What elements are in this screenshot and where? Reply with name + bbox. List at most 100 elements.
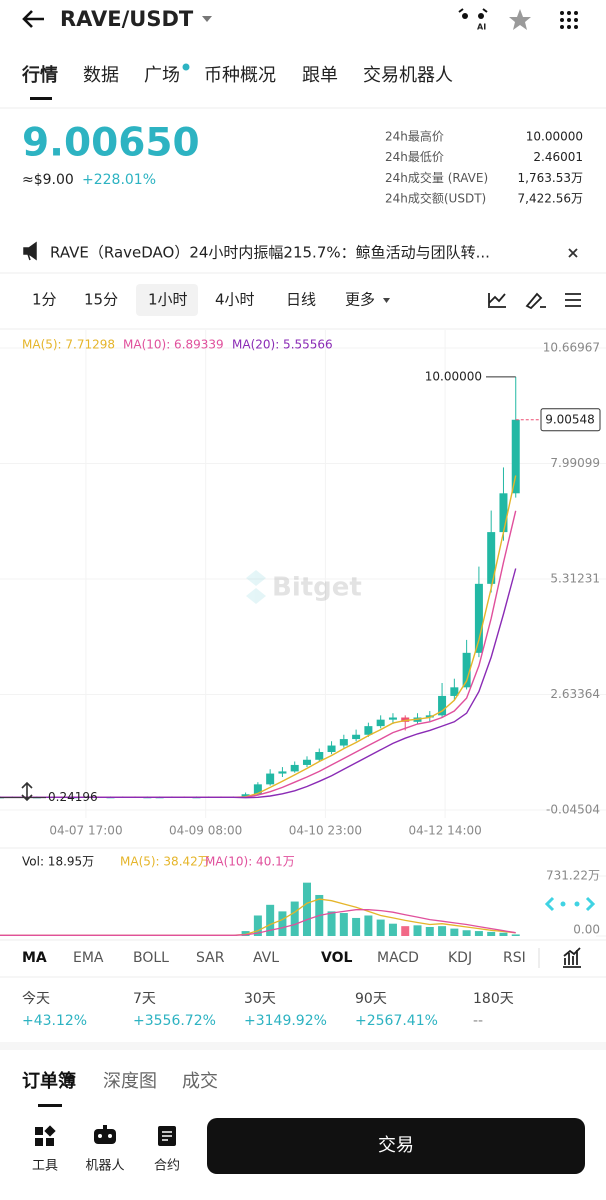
ma-line <box>0 568 517 799</box>
interval-tab[interactable]: 日线 <box>286 291 316 309</box>
orderbook-tab[interactable]: 深度图 <box>103 1071 157 1092</box>
legend-entry: MA(10): 6.89339 <box>123 338 224 352</box>
indicator-tab[interactable]: VOL <box>321 950 352 966</box>
indicator-tab[interactable]: KDJ <box>448 950 472 966</box>
stat-label: 24h最高价 <box>385 129 444 144</box>
high-label: 10.00000 <box>425 369 482 383</box>
volume-bar <box>339 913 348 936</box>
news-text[interactable]: RAVE（RaveDAO）24小时内振幅215.7%：鲸鱼活动与团队转... <box>50 244 490 262</box>
logo-arrow <box>544 896 596 912</box>
stat-value: 1,763.53万 <box>518 171 583 185</box>
low-label: 0.24196 <box>48 790 98 804</box>
favorite-button[interactable] <box>509 9 531 30</box>
stat-label: 24h成交额(USDT) <box>385 191 486 206</box>
candle-body <box>462 652 471 688</box>
trade-button[interactable] <box>207 1118 585 1174</box>
draw-button[interactable] <box>525 292 546 310</box>
indicator-tab[interactable]: BOLL <box>133 950 169 966</box>
nav-label[interactable]: 机器人 <box>85 1159 124 1174</box>
period-label: 30天 <box>244 991 276 1007</box>
chart-type-button[interactable] <box>488 293 506 308</box>
pair-dropdown[interactable] <box>202 16 212 22</box>
volume-bar <box>413 925 422 936</box>
ai-button[interactable]: AI <box>458 8 488 32</box>
stat-value: 2.46001 <box>533 150 583 164</box>
legend-entry: MA(5): 7.71298 <box>22 338 115 352</box>
candle-body <box>388 717 397 720</box>
volume-bar <box>499 932 508 936</box>
candle-body <box>266 773 275 785</box>
tab[interactable]: 广场 <box>144 65 180 86</box>
settings-button[interactable] <box>565 293 581 307</box>
dot <box>567 25 571 29</box>
interval-tab[interactable]: 15分 <box>84 291 118 309</box>
x-tick-label: 04-07 17:00 <box>49 824 122 838</box>
orderbook-tab[interactable]: 成交 <box>182 1071 218 1092</box>
period-change: +3149.92% <box>244 1013 327 1029</box>
tab[interactable]: 交易机器人 <box>363 65 453 86</box>
icon-part <box>46 1138 54 1146</box>
icon-part <box>35 1127 43 1135</box>
y-tick-label: 10.66967 <box>543 341 600 355</box>
indicator-tab[interactable]: RSI <box>503 950 526 966</box>
indicator-tab[interactable]: EMA <box>73 950 104 966</box>
pair-title[interactable]: RAVE/USDT <box>60 7 194 31</box>
icon-part <box>108 1134 112 1138</box>
ai-icon-dot <box>478 13 484 19</box>
orderbook-tab[interactable]: 订单簿 <box>22 1070 76 1092</box>
stat-label: 24h最低价 <box>385 150 444 164</box>
tab[interactable]: 行情 <box>21 64 58 86</box>
dot <box>560 11 564 15</box>
volume-bar <box>474 931 483 936</box>
candle-body <box>315 752 324 760</box>
tab[interactable]: 币种概况 <box>204 65 276 86</box>
volume-bar <box>352 917 361 936</box>
scale-toggle[interactable] <box>21 781 33 802</box>
indicator-settings[interactable] <box>563 947 581 968</box>
icon-part <box>94 1129 116 1144</box>
legend-entry: MA(10): 40.1万 <box>205 855 295 869</box>
indicator-tab[interactable]: SAR <box>196 950 225 966</box>
robot-icon <box>94 1125 116 1144</box>
volume-bar <box>388 923 397 936</box>
dot <box>574 25 578 29</box>
candle-body <box>499 493 508 533</box>
interval-tab[interactable]: 1分 <box>32 291 57 309</box>
more-button[interactable] <box>560 11 578 29</box>
candle-body <box>425 715 434 718</box>
volume-bar <box>266 904 275 936</box>
logo-dot <box>560 901 566 907</box>
tab[interactable]: 跟单 <box>302 65 338 86</box>
indicator-tab[interactable]: MA <box>22 950 47 966</box>
last-price-label: 9.00548 <box>545 412 595 426</box>
interval-tab[interactable]: 1小时 <box>148 291 188 309</box>
indicator-tab[interactable]: MACD <box>377 950 419 966</box>
tab[interactable]: 数据 <box>83 65 119 86</box>
period-label: 180天 <box>473 991 514 1007</box>
last-price: 9.00650 <box>22 121 200 166</box>
period-label: 90天 <box>355 991 387 1007</box>
period-label: 7天 <box>133 991 156 1007</box>
period-change: +43.12% <box>22 1013 87 1029</box>
news-close[interactable] <box>568 248 578 258</box>
fiat-price: ≈$9.00 <box>22 172 74 188</box>
volume-bar <box>511 934 520 936</box>
interval-tab[interactable]: 更多 <box>345 291 375 309</box>
candle-body <box>339 739 348 746</box>
stat-label: 24h成交量 (RAVE) <box>385 170 488 185</box>
nav-label[interactable]: 工具 <box>32 1159 58 1174</box>
nav-label[interactable]: 合约 <box>154 1159 180 1174</box>
back-button[interactable] <box>22 10 44 28</box>
indicator-tab[interactable]: AVL <box>253 950 279 966</box>
section-gap <box>0 1042 606 1050</box>
more-dropdown[interactable] <box>383 298 390 303</box>
interval-tab[interactable]: 4小时 <box>215 291 255 309</box>
logo-dot <box>574 901 580 907</box>
candle-body <box>364 726 373 735</box>
candle-body <box>487 532 496 584</box>
indicator-tabs: MA EMA BOLL SAR AVL VOL MACD KDJ RSI <box>22 950 526 966</box>
icon-part <box>35 1138 43 1146</box>
icon-part <box>98 1134 102 1138</box>
